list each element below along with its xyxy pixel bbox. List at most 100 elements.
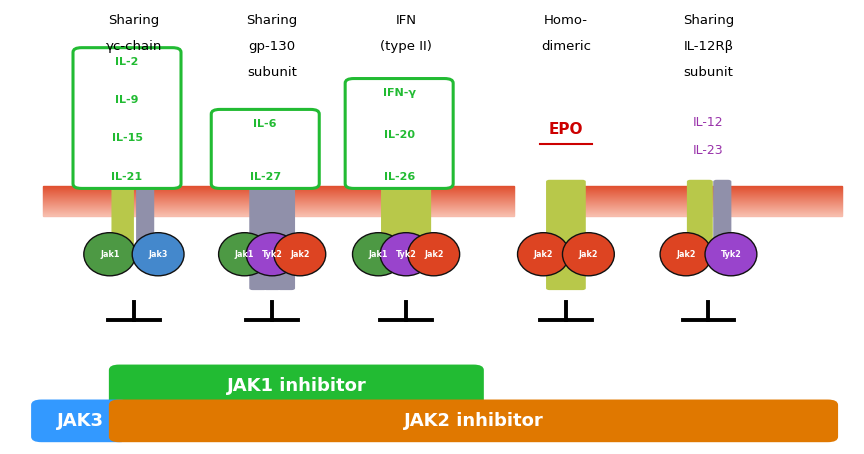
Bar	[549, 189, 842, 190]
FancyBboxPatch shape	[137, 180, 154, 254]
Bar	[43, 209, 514, 210]
Bar	[43, 206, 514, 207]
Text: Jak3: Jak3	[149, 250, 168, 259]
Text: Tyk2: Tyk2	[396, 250, 416, 259]
Bar	[549, 205, 842, 206]
Bar	[549, 209, 842, 210]
Text: IL-9: IL-9	[115, 95, 139, 105]
Ellipse shape	[705, 232, 757, 276]
Ellipse shape	[84, 232, 136, 276]
Text: IL-27: IL-27	[250, 172, 281, 182]
FancyBboxPatch shape	[546, 180, 586, 290]
Text: Jak2: Jak2	[677, 250, 696, 259]
Bar	[549, 197, 842, 198]
Bar	[549, 215, 842, 216]
Text: Jak1: Jak1	[369, 250, 388, 259]
Bar	[549, 196, 842, 197]
Text: Homo-: Homo-	[544, 14, 588, 27]
Bar	[43, 186, 514, 187]
Bar	[43, 201, 514, 202]
Text: subunit: subunit	[683, 66, 734, 79]
Bar	[43, 192, 514, 193]
Text: IL-6: IL-6	[253, 119, 277, 129]
Text: IFN: IFN	[396, 14, 416, 27]
Text: Jak2: Jak2	[579, 250, 598, 259]
Bar	[43, 202, 514, 203]
FancyBboxPatch shape	[109, 365, 484, 407]
FancyBboxPatch shape	[713, 180, 731, 254]
Text: IL-26: IL-26	[384, 172, 415, 182]
Bar	[43, 212, 514, 214]
Bar	[549, 210, 842, 211]
Ellipse shape	[219, 232, 270, 276]
Bar	[549, 195, 842, 196]
Bar	[43, 200, 514, 201]
Text: Sharing: Sharing	[683, 14, 734, 27]
Bar	[549, 206, 842, 207]
Bar	[43, 190, 514, 191]
Bar	[549, 199, 842, 200]
Bar	[43, 204, 514, 205]
Ellipse shape	[380, 232, 432, 276]
Text: Jak1: Jak1	[100, 250, 119, 259]
Bar	[43, 210, 514, 211]
FancyBboxPatch shape	[263, 180, 282, 290]
Bar	[549, 211, 842, 212]
Bar	[43, 193, 514, 194]
Text: IL-23: IL-23	[693, 144, 724, 157]
Ellipse shape	[274, 232, 326, 276]
Bar	[549, 200, 842, 201]
Text: JAK2 inhibitor: JAK2 inhibitor	[403, 412, 543, 430]
Bar	[43, 188, 514, 189]
Text: EPO: EPO	[549, 122, 583, 137]
Bar	[549, 193, 842, 194]
Bar	[549, 203, 842, 204]
Ellipse shape	[518, 232, 569, 276]
FancyBboxPatch shape	[111, 180, 134, 254]
FancyBboxPatch shape	[276, 180, 295, 290]
Bar	[549, 190, 842, 191]
Bar	[43, 214, 514, 215]
Ellipse shape	[246, 232, 298, 276]
Text: IL-15: IL-15	[111, 133, 143, 143]
Bar	[43, 196, 514, 197]
Bar	[549, 192, 842, 193]
Ellipse shape	[353, 232, 404, 276]
Bar	[43, 195, 514, 196]
Bar	[549, 198, 842, 199]
Text: Sharing: Sharing	[246, 14, 298, 27]
Text: (type II): (type II)	[380, 40, 432, 53]
Bar	[43, 211, 514, 212]
Text: dimeric: dimeric	[541, 40, 591, 53]
Ellipse shape	[660, 232, 712, 276]
Bar	[549, 201, 842, 202]
FancyBboxPatch shape	[345, 79, 453, 188]
Text: Sharing: Sharing	[108, 14, 160, 27]
Bar	[43, 197, 514, 198]
Bar	[43, 198, 514, 199]
Bar	[549, 212, 842, 214]
FancyBboxPatch shape	[73, 48, 181, 188]
Text: Jak2: Jak2	[534, 250, 553, 259]
Bar	[549, 208, 842, 209]
Ellipse shape	[132, 232, 184, 276]
FancyBboxPatch shape	[31, 400, 130, 442]
Bar	[549, 202, 842, 203]
Bar	[43, 189, 514, 190]
Text: gp-130: gp-130	[249, 40, 295, 53]
Text: Jak2: Jak2	[424, 250, 443, 259]
FancyBboxPatch shape	[211, 109, 320, 188]
FancyBboxPatch shape	[687, 180, 713, 254]
Bar	[43, 215, 514, 216]
FancyBboxPatch shape	[109, 400, 838, 442]
Text: Jak1: Jak1	[235, 250, 254, 259]
Text: IL-12: IL-12	[693, 116, 724, 129]
Bar	[43, 199, 514, 200]
Ellipse shape	[408, 232, 460, 276]
FancyBboxPatch shape	[395, 180, 417, 254]
Bar	[549, 191, 842, 192]
Bar	[43, 194, 514, 195]
FancyBboxPatch shape	[409, 180, 431, 254]
Ellipse shape	[562, 232, 614, 276]
Text: JAK3: JAK3	[57, 412, 104, 430]
